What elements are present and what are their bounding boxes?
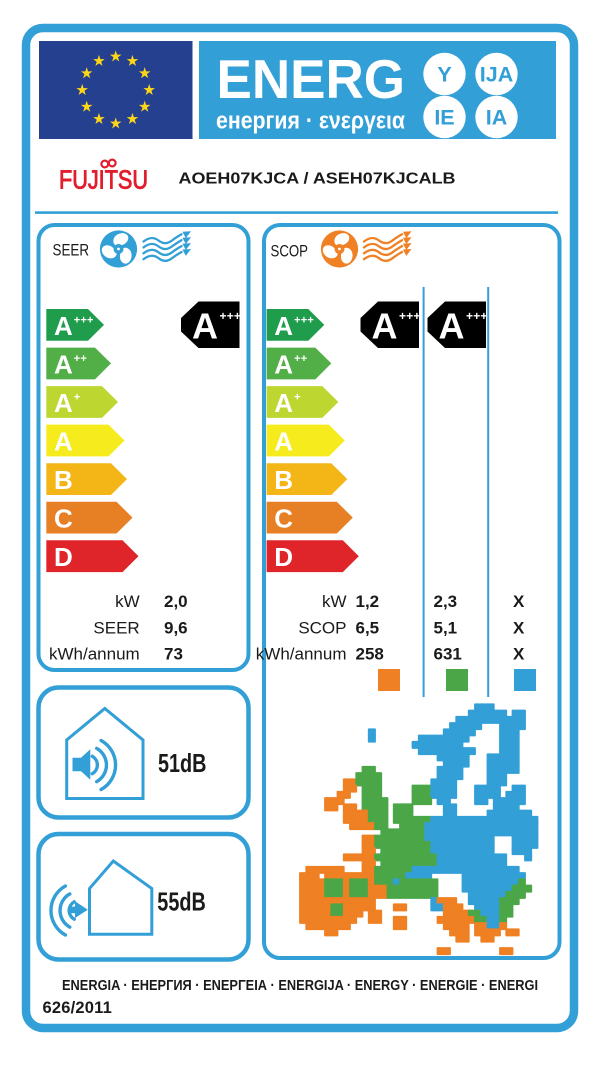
svg-text:X: X — [513, 592, 525, 611]
svg-text:ENERGIA · ЕНЕРГИЯ · ΕΝΕΡΓΕΙΑ ·: ENERGIA · ЕНЕРГИЯ · ΕΝΕΡΓΕΙΑ · ENERGIJA … — [62, 978, 538, 994]
svg-text:IE: IE — [434, 106, 454, 130]
svg-text:SCOP: SCOP — [298, 618, 346, 637]
svg-text:kWh/annum: kWh/annum — [49, 645, 140, 664]
svg-text:ENERG: ENERG — [217, 49, 406, 110]
svg-text:6,5: 6,5 — [356, 618, 380, 637]
svg-text:SEER: SEER — [53, 241, 90, 260]
svg-text:55dB: 55dB — [157, 887, 206, 917]
svg-text:C: C — [274, 504, 293, 534]
svg-text:B: B — [274, 465, 293, 495]
svg-text:C: C — [54, 504, 73, 534]
svg-text:kW: kW — [322, 592, 347, 611]
svg-text:AOEH07KJCA / ASEH07KJCALB: AOEH07KJCA / ASEH07KJCALB — [179, 171, 456, 188]
svg-text:kW: kW — [115, 592, 140, 611]
svg-text:D: D — [54, 542, 73, 572]
svg-text:258: 258 — [356, 645, 384, 664]
svg-text:SCOP: SCOP — [271, 242, 309, 261]
svg-text:A: A — [274, 427, 293, 457]
svg-text:73: 73 — [164, 645, 183, 664]
svg-text:1,2: 1,2 — [356, 592, 380, 611]
svg-text:51dB: 51dB — [158, 748, 207, 778]
svg-text:X: X — [513, 618, 525, 637]
svg-text:2,0: 2,0 — [164, 592, 188, 611]
svg-text:9,6: 9,6 — [164, 618, 188, 637]
svg-text:A: A — [54, 427, 73, 457]
svg-text:D: D — [274, 542, 293, 572]
svg-text:631: 631 — [434, 645, 462, 664]
svg-text:SEER: SEER — [93, 618, 139, 637]
svg-text:FUJITSU: FUJITSU — [59, 167, 148, 195]
svg-text:B: B — [54, 465, 73, 495]
svg-text:енергия · ενεργεια: енергия · ενεργεια — [216, 108, 405, 135]
svg-text:5,1: 5,1 — [434, 618, 458, 637]
svg-text:kWh/annum: kWh/annum — [256, 645, 347, 664]
svg-text:IJA: IJA — [480, 63, 513, 87]
svg-text:IA: IA — [486, 106, 508, 130]
svg-text:X: X — [513, 645, 525, 664]
svg-text:Y: Y — [437, 63, 451, 87]
svg-text:2,3: 2,3 — [434, 592, 458, 611]
svg-text:626/2011: 626/2011 — [43, 999, 113, 1017]
